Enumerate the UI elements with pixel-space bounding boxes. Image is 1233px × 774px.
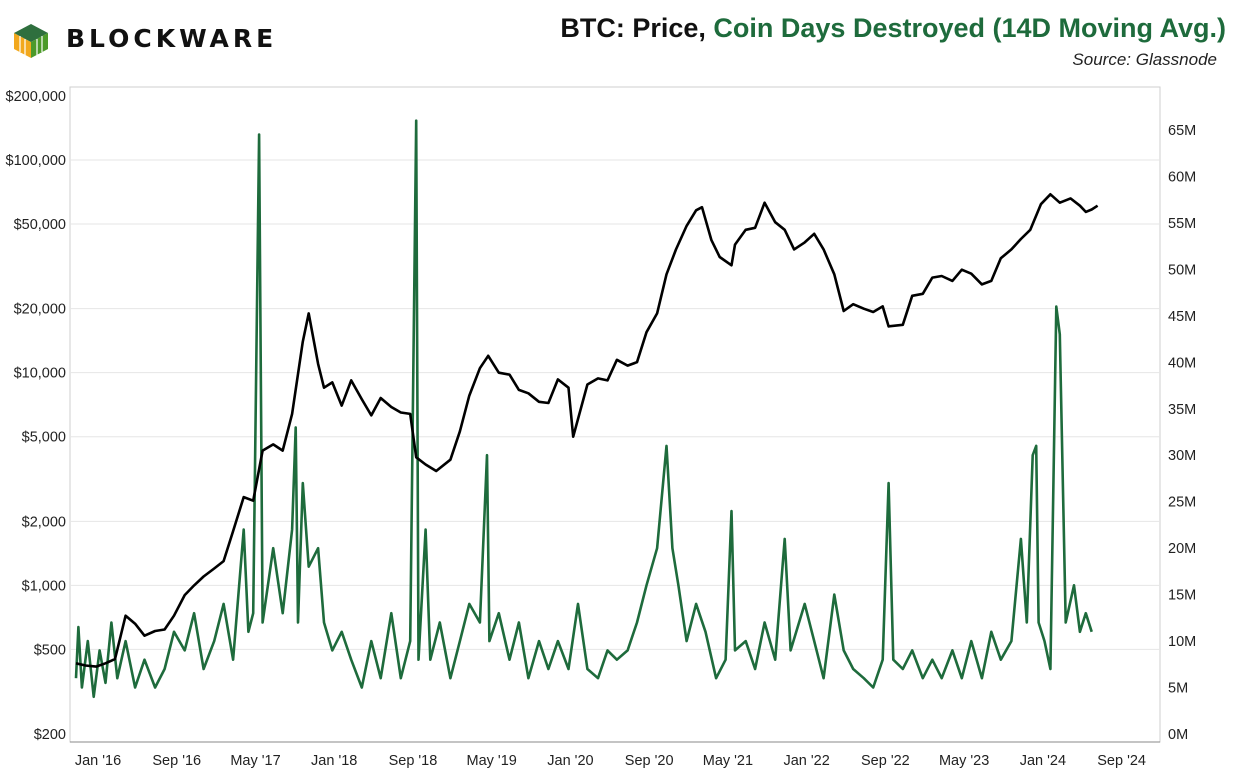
right-tick-label: 0M [1168, 727, 1188, 743]
logo-cube-right [31, 33, 48, 58]
x-tick-label: Sep '22 [861, 753, 910, 769]
left-tick-label: $1,000 [22, 578, 66, 594]
x-tick-label: Sep '20 [625, 753, 674, 769]
chart-title-part2: Coin Days Destroyed (14D Moving Avg.) [713, 13, 1226, 43]
x-tick-label: May '17 [230, 753, 280, 769]
right-tick-label: 30M [1168, 448, 1196, 464]
blockware-logo [14, 24, 48, 58]
logo-cube-left [14, 33, 31, 58]
right-tick-label: 55M [1168, 216, 1196, 232]
right-tick-label: 20M [1168, 541, 1196, 557]
left-tick-label: $2,000 [22, 514, 66, 530]
right-tick-label: 35M [1168, 402, 1196, 418]
left-tick-label: $5,000 [22, 430, 66, 446]
right-axis: 0M 5M 10M 15M 20M 25M 30M 35M 40M 45M 50M 55M 60M 65M [1168, 123, 1196, 743]
series-layer [74, 119, 1099, 699]
left-axis: $200 $500 $1,000 $2,000 $5,000 $10,000 $20,000… [6, 89, 66, 743]
right-tick-label: 25M [1168, 495, 1196, 511]
gridlines [70, 159, 1160, 650]
left-tick-label: $50,000 [14, 217, 66, 233]
x-tick-label: May '23 [939, 753, 989, 769]
x-tick-label: Sep '16 [152, 753, 201, 769]
brand-name: BLOCKWARE [66, 24, 277, 53]
left-tick-label: $200,000 [6, 89, 66, 105]
x-tick-label: Sep '24 [1097, 753, 1146, 769]
left-tick-label: $10,000 [14, 366, 66, 382]
right-tick-label: 65M [1168, 123, 1196, 139]
right-tick-label: 60M [1168, 169, 1196, 185]
series-cdd-line [74, 119, 1093, 699]
logo-cube-top [14, 24, 48, 42]
left-tick-label: $20,000 [14, 302, 66, 318]
x-tick-label: Jan '16 [75, 753, 121, 769]
x-tick-label: May '19 [467, 753, 517, 769]
chart-title: BTC: Price, Coin Days Destroyed (14D Mov… [560, 13, 1226, 43]
right-tick-label: 45M [1168, 309, 1196, 325]
right-tick-label: 15M [1168, 588, 1196, 604]
x-tick-label: Jan '22 [783, 753, 829, 769]
left-tick-label: $500 [34, 642, 66, 658]
x-tick-label: May '21 [703, 753, 753, 769]
left-tick-label: $200 [34, 727, 66, 743]
x-tick-label: Jan '20 [547, 753, 593, 769]
chart-source: Source: Glassnode [1072, 50, 1217, 69]
x-tick-label: Jan '18 [311, 753, 357, 769]
x-tick-label: Sep '18 [389, 753, 438, 769]
chart-title-part1: BTC: Price, [560, 13, 713, 43]
x-axis: Jan '16 Sep '16 May '17 Jan '18 Sep '18 May '… [75, 753, 1146, 769]
right-tick-label: 40M [1168, 355, 1196, 371]
x-tick-label: Jan '24 [1020, 753, 1066, 769]
left-tick-label: $100,000 [6, 153, 66, 169]
right-tick-label: 5M [1168, 681, 1188, 697]
series-price-line [75, 193, 1099, 668]
right-tick-label: 50M [1168, 262, 1196, 278]
right-tick-label: 10M [1168, 634, 1196, 650]
